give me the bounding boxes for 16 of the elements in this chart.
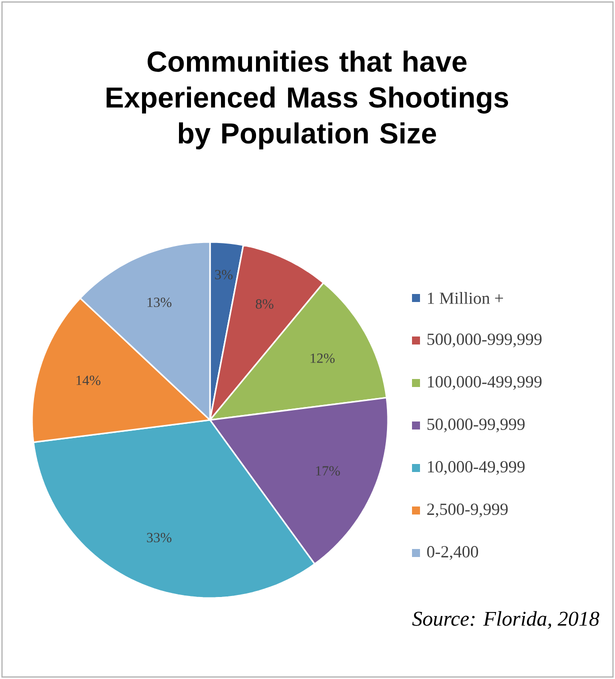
data-label: 12%	[310, 354, 335, 363]
legend-label: 100,000-499,999	[428, 376, 542, 390]
data-label: 3%	[215, 270, 233, 280]
legend-label: 1 Million +	[428, 292, 503, 304]
source-note: Source: Florida, 2018	[412, 611, 600, 629]
legend-label: 500,000-999,999	[428, 334, 542, 348]
legend-label: 10,000-49,999	[428, 461, 525, 475]
data-label: 8%	[256, 299, 274, 309]
data-label: 33%	[147, 532, 172, 542]
legend-label: 2,500-9,999	[427, 504, 508, 518]
legend-label: 0-2,400	[427, 546, 478, 560]
data-label: 17%	[316, 466, 340, 476]
data-label: 13%	[148, 298, 172, 308]
legend-label: 50,000-99,999	[428, 418, 525, 432]
data-label: 14%	[76, 376, 100, 386]
chart-title: Communities that have Experienced Mass Shootings by Population Size	[106, 50, 508, 150]
